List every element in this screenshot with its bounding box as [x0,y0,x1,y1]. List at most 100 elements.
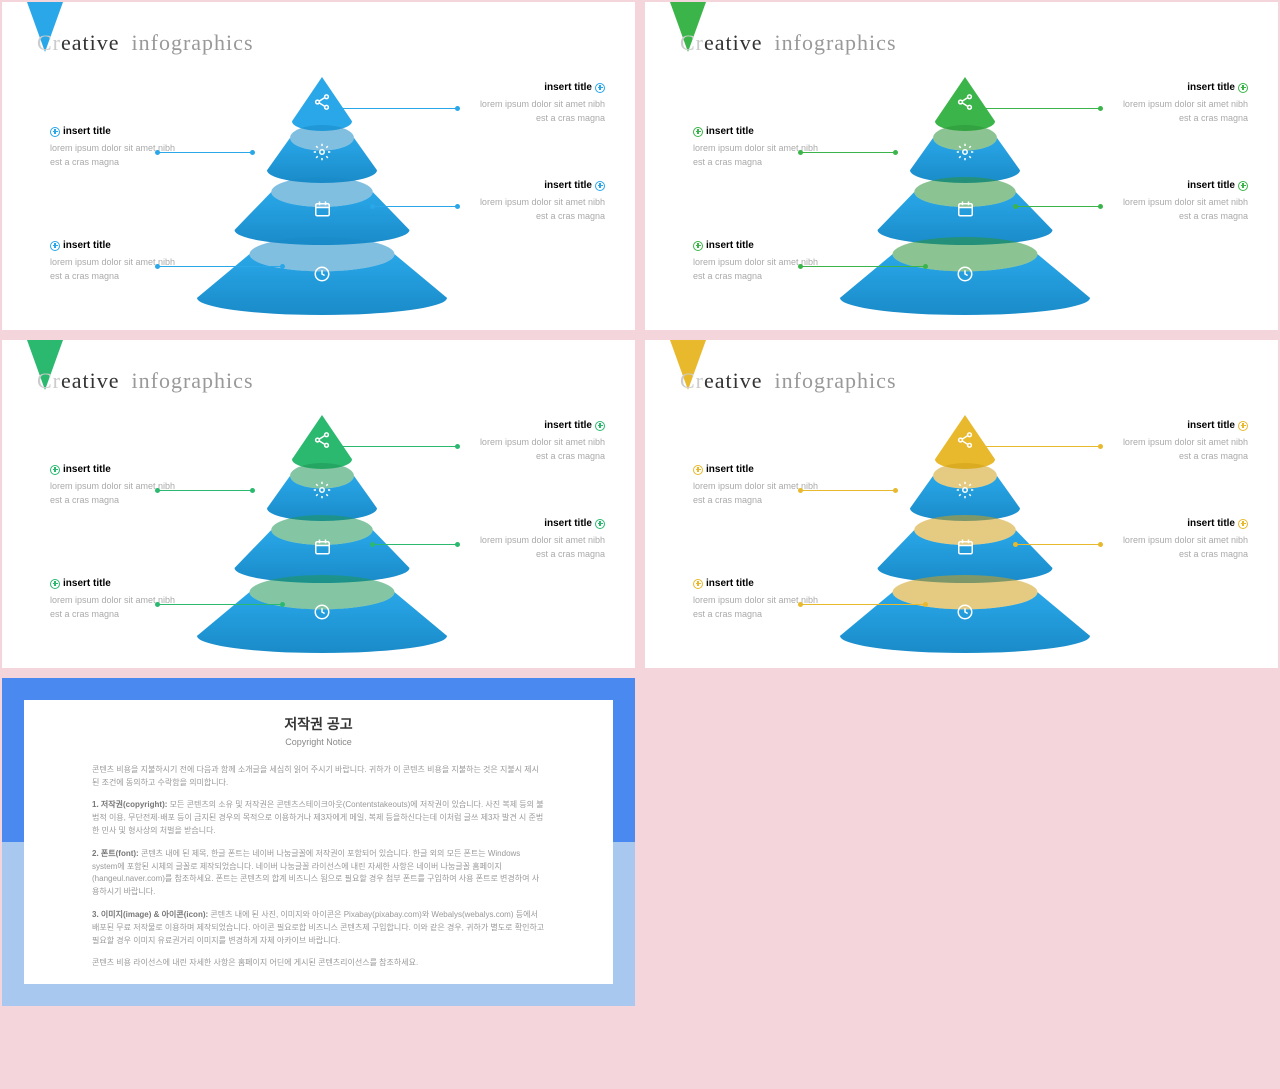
pyramid-tier-3 [235,515,410,583]
pyramid-tier-2 [267,463,377,521]
callout-1: insert titlelorem ipsum dolor sit amet n… [1118,80,1248,125]
plus-marker-icon [1238,421,1248,431]
connector-dot [893,488,898,493]
copyright-title: 저작권 공고 [92,713,545,735]
pyramid-tier-1 [935,415,995,469]
plus-marker-icon [1238,83,1248,93]
callout-3: insert titlelorem ipsum dolor sit amet n… [475,516,605,561]
pyramid-tier-2 [267,125,377,183]
callout-2: insert titlelorem ipsum dolor sit amet n… [693,124,823,169]
connector-dot [798,488,803,493]
callout-title: insert title [693,462,823,477]
pyramid-tier-3 [235,177,410,245]
callout-body: lorem ipsum dolor sit amet nibh est a cr… [475,436,605,463]
plus-marker-icon [1238,519,1248,529]
connector-2 [157,490,252,491]
heading-sub: infographics [775,368,897,393]
plus-marker-icon [595,181,605,191]
callout-title: insert title [693,576,823,591]
connector-3 [1015,544,1100,545]
callout-1: insert titlelorem ipsum dolor sit amet n… [1118,418,1248,463]
copyright-p3: 2. 폰트(font): 콘텐츠 내에 된 제목, 한글 폰트는 네이버 나눔글… [92,848,545,899]
callout-1: insert title lorem ipsum dolor sit amet n… [475,80,605,125]
slide-heading: Creative infographics [37,368,254,394]
callout-4: insert titlelorem ipsum dolor sit amet n… [50,576,180,621]
pyramid [197,415,447,655]
plus-marker-icon [693,241,703,251]
plus-marker-icon [50,579,60,589]
pyramid-tier-4 [197,575,447,653]
connector-dot [1098,542,1103,547]
plus-marker-icon [693,579,703,589]
connector-dot [280,264,285,269]
border-left-low [2,842,24,1006]
pyramid-tier-2 [910,125,1020,183]
slide-1: Creativeinfographics insert [2,2,635,330]
callout-body: lorem ipsum dolor sit amet nibh est a cr… [475,196,605,223]
clock-icon [313,603,331,626]
slide-2: Creativeinfographics insert [645,2,1278,330]
callout-body: lorem ipsum dolor sit amet nibh est a cr… [50,142,180,169]
callout-body: lorem ipsum dolor sit amet nibh est a cr… [693,480,823,507]
plus-marker-icon [50,465,60,475]
border-bottom [2,984,635,1006]
callout-title: insert title [1118,80,1248,95]
connector-dot [798,602,803,607]
heading-rest: eative [61,30,120,55]
empty-slot [645,678,1278,1006]
connector-dot [370,204,375,209]
callout-3: insert titlelorem ipsum dolor sit amet n… [1118,178,1248,223]
connector-dot [1098,106,1103,111]
connector-dot [923,602,928,607]
connector-3 [372,544,457,545]
pyramid-tier-1 [292,77,352,131]
pyramid [840,415,1090,655]
connector-dot [455,204,460,209]
callout-1: insert titlelorem ipsum dolor sit amet n… [475,418,605,463]
heading-sub: infographics [132,368,254,393]
heading-cr: Cr [37,30,61,55]
heading-cr: Cr [680,368,704,393]
callout-body: lorem ipsum dolor sit amet nibh est a cr… [1118,196,1248,223]
callout-title: insert title [475,178,605,193]
share-icon [956,431,974,454]
callout-3: insert titlelorem ipsum dolor sit amet n… [1118,516,1248,561]
gear-icon [956,143,974,166]
callout-title: insert title [475,80,605,95]
callout-body: lorem ipsum dolor sit amet nibh est a cr… [1118,534,1248,561]
plus-marker-icon [595,83,605,93]
copyright-p1: 콘텐츠 비용을 지불하시기 전에 다음과 함께 소개글을 세심히 읽어 주시기 … [92,764,545,790]
plus-marker-icon [693,127,703,137]
heading-cr: Cr [37,368,61,393]
slide-copyright: 저작권 공고 Copyright Notice 콘텐츠 비용을 지불하시기 전에… [2,678,635,1006]
clock-icon [956,603,974,626]
slide-4: Creativeinfographics insert [645,340,1278,668]
slide-grid: Creativeinfographics insert [2,2,1278,1006]
share-icon [313,431,331,454]
heading-rest: eative [704,368,763,393]
pyramid-tier-4 [197,237,447,315]
callout-body: lorem ipsum dolor sit amet nibh est a cr… [475,98,605,125]
connector-dot [155,150,160,155]
slide-heading: Creative infographics [680,368,897,394]
clock-icon [956,265,974,288]
connector-1 [332,108,457,109]
callout-title: insert title [50,462,180,477]
connector-4 [800,266,925,267]
callout-3: insert title lorem ipsum dolor sit amet n… [475,178,605,223]
connector-1 [332,446,457,447]
connector-3 [372,206,457,207]
pyramid-tier-3 [878,515,1053,583]
callout-body: lorem ipsum dolor sit amet nibh est a cr… [50,256,180,283]
copyright-p5: 콘텐츠 비용 라이선스에 내린 자세한 사항은 홈페이지 어딘에 게시된 콘텐츠… [92,957,545,970]
callout-4: insert titlelorem ipsum dolor sit amet n… [693,576,823,621]
heading-rest: eative [61,368,120,393]
connector-dot [330,444,335,449]
plus-marker-icon [50,241,60,251]
slide-heading: Creativeinfographics [37,30,254,56]
connector-dot [1098,444,1103,449]
connector-dot [280,602,285,607]
copyright-p4: 3. 이미지(image) & 아이콘(icon): 콘텐츠 내에 된 사진, … [92,909,545,947]
slide-heading: Creativeinfographics [680,30,897,56]
connector-1 [975,108,1100,109]
